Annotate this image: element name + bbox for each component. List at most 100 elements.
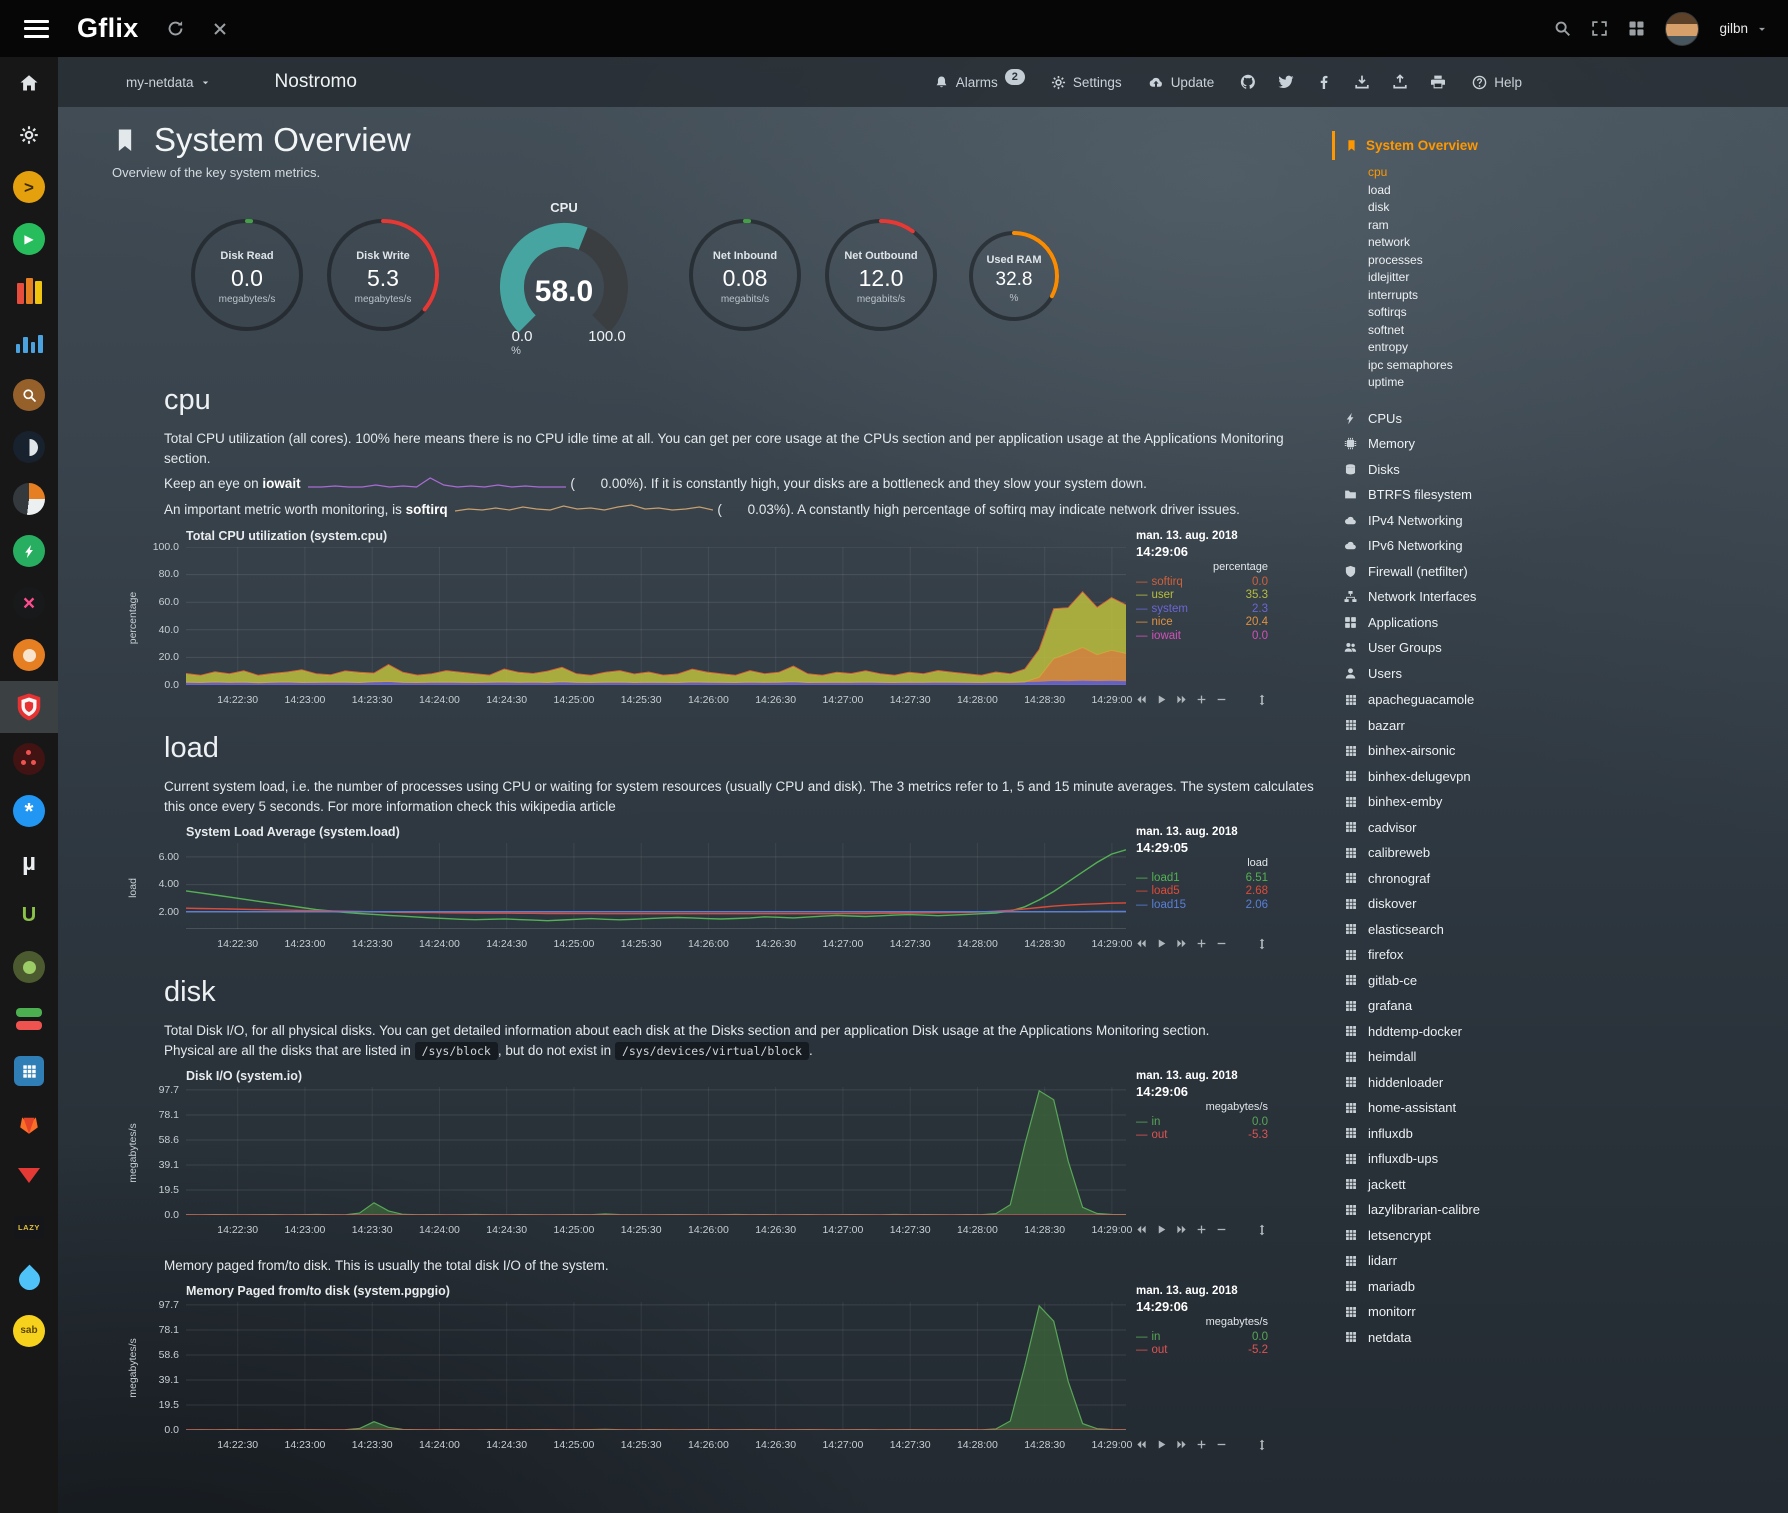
twitter-icon[interactable] — [1278, 74, 1294, 90]
print-icon[interactable] — [1430, 74, 1446, 90]
legend-item-in[interactable]: —in0.0 — [1136, 1331, 1268, 1345]
username[interactable]: gilbn — [1719, 21, 1748, 36]
sidebar-link-network[interactable]: network — [1368, 234, 1788, 252]
sidebar-section-network-interfaces[interactable]: Network Interfaces — [1332, 584, 1788, 610]
sidebar-app-section-bazarr[interactable]: bazarr — [1332, 713, 1788, 739]
sidebar-app-sabnzbd[interactable]: sab — [0, 1305, 58, 1357]
sidebar-app-section-letsencrypt[interactable]: letsencrypt — [1332, 1223, 1788, 1249]
close-icon[interactable] — [212, 21, 228, 37]
facebook-icon[interactable] — [1316, 74, 1332, 90]
sidebar-app-ubooquity[interactable]: U — [0, 889, 58, 941]
legend-item-user[interactable]: —user35.3 — [1136, 589, 1268, 603]
sidebar-app-netdata-shield[interactable] — [0, 681, 58, 733]
sidebar-app-lazylibrarian[interactable]: LAZY — [0, 1201, 58, 1253]
sidebar-section-cpus[interactable]: CPUs — [1332, 406, 1788, 432]
sidebar-app-section-chronograf[interactable]: chronograf — [1332, 866, 1788, 892]
settings-button[interactable]: Settings — [1051, 75, 1122, 90]
sidebar-link-entropy[interactable]: entropy — [1368, 339, 1788, 357]
sidebar-app-heimdall[interactable] — [0, 1045, 58, 1097]
load-chart[interactable]: System Load Average (system.load)load2.0… — [126, 825, 1320, 952]
sidebar-link-softnet[interactable]: softnet — [1368, 322, 1788, 340]
sidebar-app-section-hddtemp-docker[interactable]: hddtemp-docker — [1332, 1019, 1788, 1045]
sidebar-link-interrupts[interactable]: interrupts — [1368, 287, 1788, 305]
legend-item-iowait[interactable]: —iowait0.0 — [1136, 630, 1268, 644]
sidebar-app-olive-donut[interactable] — [0, 941, 58, 993]
sidebar-section-disks[interactable]: Disks — [1332, 457, 1788, 483]
pan-forward-button[interactable] — [1176, 1439, 1187, 1450]
chart-plot-area[interactable] — [186, 547, 1126, 690]
chart-plot-area[interactable] — [186, 1087, 1126, 1220]
sidebar-app-section-grafana[interactable]: grafana — [1332, 993, 1788, 1019]
pan-backward-button[interactable] — [1136, 694, 1147, 705]
memory-paged-chart[interactable]: Memory Paged from/to disk (system.pgpgio… — [126, 1284, 1320, 1453]
sidebar-app-section-apacheguacamole[interactable]: apacheguacamole — [1332, 687, 1788, 713]
cpu-chart[interactable]: Total CPU utilization (system.cpu)percen… — [126, 529, 1320, 708]
sidebar-section-applications[interactable]: Applications — [1332, 610, 1788, 636]
update-button[interactable]: Update — [1148, 74, 1215, 90]
zoom-in-button[interactable] — [1196, 1224, 1207, 1235]
sidebar-app-section-home-assistant[interactable]: home-assistant — [1332, 1095, 1788, 1121]
zoom-out-button[interactable] — [1216, 938, 1227, 949]
zoom-out-button[interactable] — [1216, 1439, 1227, 1450]
search-icon[interactable] — [1554, 20, 1571, 37]
sidebar-app-section-gitlab-ce[interactable]: gitlab-ce — [1332, 968, 1788, 994]
sidebar-app-section-diskover[interactable]: diskover — [1332, 891, 1788, 917]
sidebar-app-green-play[interactable]: ▶ — [0, 213, 58, 265]
sidebar-section-user-groups[interactable]: User Groups — [1332, 635, 1788, 661]
sidebar-app-bazarr[interactable] — [0, 473, 58, 525]
help-button[interactable]: Help — [1472, 75, 1522, 90]
sidebar-app-bookshelf[interactable] — [0, 265, 58, 317]
sidebar-link-cpu[interactable]: cpu — [1368, 164, 1788, 182]
caret-down-icon[interactable] — [1756, 23, 1768, 35]
menu-icon[interactable] — [24, 20, 49, 38]
sidebar-link-ipc-semaphores[interactable]: ipc semaphores — [1368, 357, 1788, 375]
play-button[interactable] — [1156, 938, 1167, 949]
sidebar-app-section-binhex-airsonic[interactable]: binhex-airsonic — [1332, 738, 1788, 764]
sidebar-app-section-mariadb[interactable]: mariadb — [1332, 1274, 1788, 1300]
sidebar-app-green-bolt[interactable] — [0, 525, 58, 577]
sidebar-section-ipv4-networking[interactable]: IPv4 Networking — [1332, 508, 1788, 534]
legend-item-in[interactable]: —in0.0 — [1136, 1116, 1268, 1130]
alarms-button[interactable]: Alarms 2 — [934, 74, 1025, 90]
sidebar-app-radarr[interactable] — [0, 421, 58, 473]
sidebar-app-pink-x[interactable]: × — [0, 577, 58, 629]
sidebar-app-section-firefox[interactable]: firefox — [1332, 942, 1788, 968]
sidebar-app-orange-app[interactable] — [0, 629, 58, 681]
sidebar-app-section-monitorr[interactable]: monitorr — [1332, 1299, 1788, 1325]
sidebar-link-processes[interactable]: processes — [1368, 252, 1788, 270]
upload-icon[interactable] — [1392, 74, 1408, 90]
sidebar-section-memory[interactable]: Memory — [1332, 431, 1788, 457]
zoom-in-button[interactable] — [1196, 694, 1207, 705]
play-button[interactable] — [1156, 1439, 1167, 1450]
avatar[interactable] — [1665, 12, 1699, 46]
pan-backward-button[interactable] — [1136, 938, 1147, 949]
sidebar-link-uptime[interactable]: uptime — [1368, 374, 1788, 392]
sidebar-app-settings[interactable] — [0, 109, 58, 161]
sidebar-link-load[interactable]: load — [1368, 182, 1788, 200]
fullscreen-icon[interactable] — [1591, 20, 1608, 37]
disk-io-chart[interactable]: Disk I/O (system.io)megabytes/s0.019.539… — [126, 1069, 1320, 1238]
legend-item-nice[interactable]: —nice20.4 — [1136, 616, 1268, 630]
legend-item-load5[interactable]: —load52.68 — [1136, 885, 1268, 899]
sidebar-app-section-cadvisor[interactable]: cadvisor — [1332, 815, 1788, 841]
sidebar-app-red-dots[interactable] — [0, 733, 58, 785]
pan-forward-button[interactable] — [1176, 938, 1187, 949]
apps-grid-icon[interactable] — [1628, 20, 1645, 37]
sidebar-app-jackett[interactable] — [0, 369, 58, 421]
sidebar-app-red-triangle[interactable] — [0, 1149, 58, 1201]
sidebar-app-gitlab[interactable] — [0, 1097, 58, 1149]
sidebar-link-idlejitter[interactable]: idlejitter — [1368, 269, 1788, 287]
sidebar-app-blue-app[interactable]: * — [0, 785, 58, 837]
sidebar-app-section-influxdb[interactable]: influxdb — [1332, 1121, 1788, 1147]
sidebar-app-section-binhex-emby[interactable]: binhex-emby — [1332, 789, 1788, 815]
sidebar-link-ram[interactable]: ram — [1368, 217, 1788, 235]
legend-item-system[interactable]: —system2.3 — [1136, 603, 1268, 617]
resize-handle[interactable] — [1256, 694, 1268, 706]
sidebar-section-ipv6-networking[interactable]: IPv6 Networking — [1332, 533, 1788, 559]
legend-item-out[interactable]: —out-5.2 — [1136, 1344, 1268, 1358]
resize-handle[interactable] — [1256, 1224, 1268, 1236]
sidebar-app-section-heimdall[interactable]: heimdall — [1332, 1044, 1788, 1070]
resize-handle[interactable] — [1256, 1439, 1268, 1451]
legend-item-out[interactable]: —out-5.3 — [1136, 1129, 1268, 1143]
zoom-in-button[interactable] — [1196, 938, 1207, 949]
